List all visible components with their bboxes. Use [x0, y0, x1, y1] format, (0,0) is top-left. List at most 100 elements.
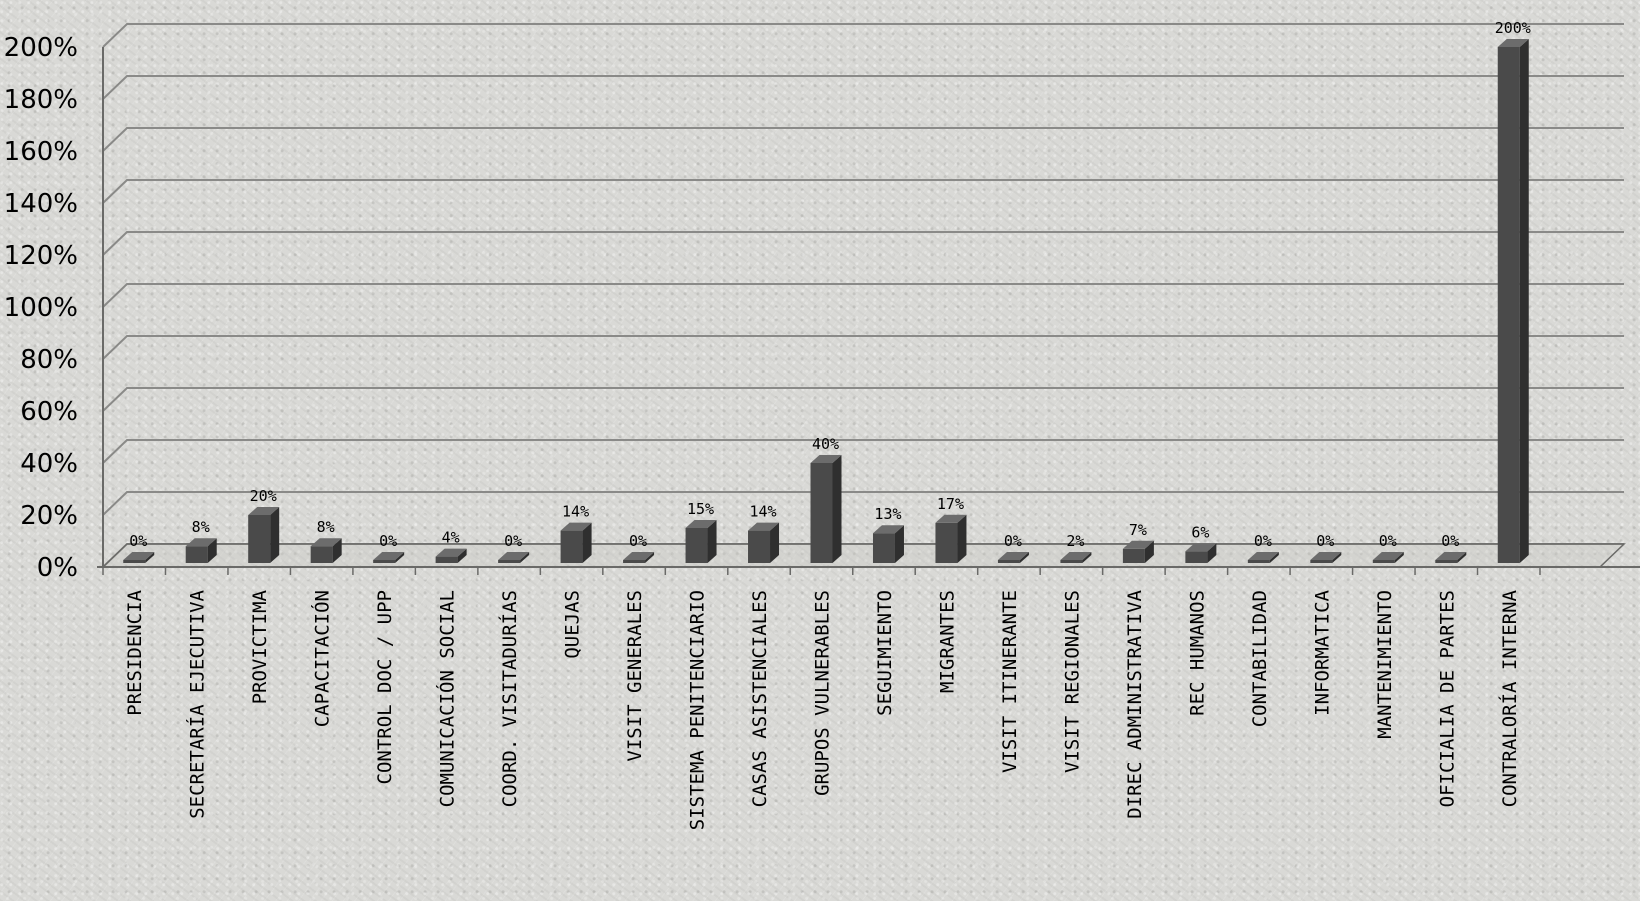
bar-top: [623, 552, 655, 560]
bars: [123, 39, 1529, 563]
y-tick-label: 60%: [20, 397, 78, 427]
gridlines: [102, 23, 1624, 568]
x-tick-label: OFICIALIA DE PARTES: [1436, 590, 1458, 807]
bar: [810, 463, 833, 563]
bar: [1247, 560, 1270, 563]
y-tick-label: 0%: [37, 553, 78, 583]
bar-side: [707, 520, 717, 563]
data-label: 0%: [504, 532, 522, 550]
data-label: 14%: [749, 503, 776, 521]
data-label: 14%: [562, 503, 589, 521]
x-tick-label: CONTRALORÍA INTERNA: [1498, 589, 1521, 807]
bar-top: [748, 522, 780, 531]
bar-side: [645, 552, 655, 563]
data-label: 0%: [1441, 532, 1459, 550]
bar-top: [935, 514, 967, 523]
bar: [310, 546, 333, 563]
gridline: [102, 387, 1624, 412]
bar-top: [685, 520, 717, 528]
bar: [1185, 551, 1208, 563]
gridline: [102, 127, 1624, 152]
bar-top: [498, 552, 530, 560]
bar-side: [270, 507, 280, 563]
bar-side: [395, 552, 405, 563]
x-tick-label: MANTENIMIENTO: [1374, 590, 1396, 739]
x-tick-label: SISTEMA PENITENCIARIO: [687, 590, 709, 830]
bar: [935, 522, 958, 563]
bar-side: [1019, 552, 1029, 563]
bar-side: [207, 538, 217, 563]
bar: [1122, 548, 1145, 563]
bar-top: [872, 525, 904, 534]
bar-side: [1207, 543, 1217, 563]
x-tick-label: VISIT ITINERANTE: [999, 590, 1021, 773]
bar-side: [582, 522, 592, 563]
bar: [1497, 47, 1520, 563]
bar: [185, 546, 208, 563]
bar: [685, 528, 708, 563]
y-tick-label: 160%: [4, 137, 78, 167]
bar-top: [435, 548, 467, 557]
x-tick-label: VISIT GENERALES: [624, 590, 646, 762]
data-label: 7%: [1129, 521, 1147, 539]
bar-side: [1457, 552, 1467, 563]
bar-side: [1082, 552, 1092, 563]
y-tick-label: 200%: [4, 33, 78, 63]
bar: [248, 515, 271, 563]
bar-top: [1185, 543, 1217, 552]
data-label: 6%: [1191, 523, 1209, 541]
x-tick-label: CONTABILIDAD: [1249, 590, 1271, 727]
bar: [373, 560, 396, 563]
bar-top: [810, 455, 842, 463]
y-tick-label: 20%: [20, 501, 78, 531]
bar-side: [957, 514, 967, 563]
data-label: 15%: [687, 500, 714, 518]
x-tick-label: PROVICTIMA: [249, 589, 271, 704]
bar: [560, 530, 583, 563]
data-label: 17%: [937, 495, 964, 513]
bar-top: [1060, 552, 1092, 560]
x-tick-label: CONTROL DOC / UPP: [374, 590, 396, 784]
bar-side: [520, 552, 530, 563]
gridline: [102, 231, 1624, 256]
y-tick-label: 120%: [4, 241, 78, 271]
bar-top: [1310, 552, 1342, 560]
data-label: 0%: [1254, 532, 1272, 550]
data-label: 0%: [379, 532, 397, 550]
x-tick-label: COORD. VISITADURÍAS: [498, 590, 521, 807]
bar: [1435, 560, 1458, 563]
bar-top: [1247, 552, 1279, 560]
y-tick-label: 180%: [4, 85, 78, 115]
data-label: 200%: [1495, 19, 1531, 37]
x-tick-label: GRUPOS VULNERABLES: [812, 590, 834, 796]
x-tick-label: SECRETARÍA EJECUTIVA: [186, 589, 209, 818]
bar: [748, 530, 771, 563]
data-label: 2%: [1066, 532, 1084, 550]
bar-side: [894, 525, 904, 563]
bar: [435, 556, 458, 563]
x-tick-label: CASAS ASISTENCIALES: [749, 590, 771, 807]
gridline: [102, 439, 1624, 464]
data-label: 13%: [874, 505, 901, 523]
x-tick-label: COMUNICACIÓN SOCIAL: [435, 590, 459, 807]
data-labels: 0% 8% 20% 8% 0% 4% 0% 14% 0% 15% 14% 40% 13% 17% 0% 2% 7…: [129, 19, 1531, 550]
gridline: [102, 23, 1624, 48]
bar: [872, 533, 895, 563]
gridline: [102, 335, 1624, 360]
bar: [1060, 560, 1083, 563]
data-label: 0%: [629, 532, 647, 550]
bar: [498, 560, 521, 563]
bar: [123, 560, 146, 563]
gridline: [102, 491, 1624, 516]
bar-top: [123, 552, 155, 560]
axes: [97, 47, 1640, 575]
x-tick-label: REC HUMANOS: [1186, 590, 1208, 716]
bar-side: [332, 538, 342, 563]
data-label: 8%: [192, 518, 210, 536]
y-tick-label: 140%: [4, 189, 78, 219]
data-label: 4%: [442, 529, 460, 547]
data-label: 0%: [1379, 532, 1397, 550]
gridline: [102, 179, 1624, 204]
bar-top: [1372, 552, 1404, 560]
